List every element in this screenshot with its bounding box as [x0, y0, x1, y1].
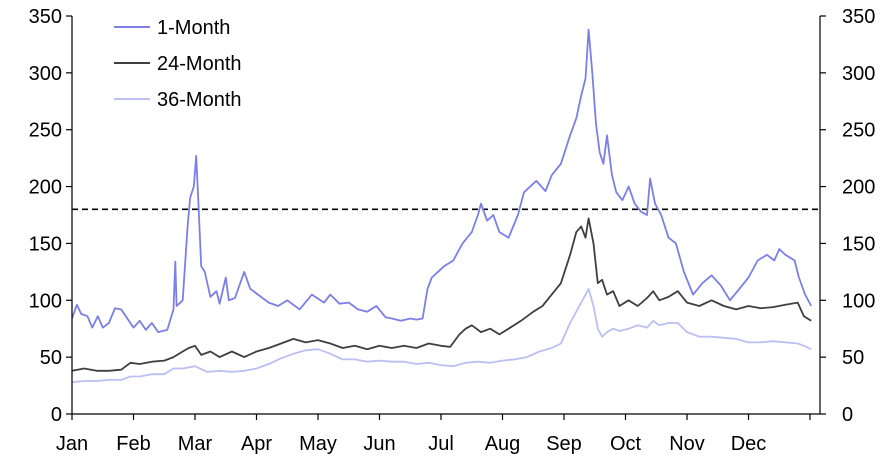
- series-line-36-month: [71, 288, 812, 384]
- x-tick-label-jan: Jan: [56, 433, 88, 455]
- x-tick-label-mar: Mar: [178, 433, 213, 455]
- axes-layer: 0 0 50 50 100 100 150 150 200 200 250 250 300 300 350 3…: [29, 6, 876, 455]
- y-tick-label-left: 300: [29, 63, 62, 85]
- y-tick-label-left: 350: [29, 6, 62, 28]
- x-tick-label-dec: Dec: [731, 433, 767, 455]
- y-tick-label-right: 200: [842, 177, 875, 199]
- y-tick-label-right: 350: [842, 6, 875, 28]
- legend-label-1-month: 1-Month: [157, 17, 230, 39]
- legend: 1-Month 24-Month 36-Month: [114, 17, 242, 111]
- y-tick-label-right: 0: [842, 404, 853, 426]
- x-tick-label-nov: Nov: [669, 433, 705, 455]
- x-tick-label-may: May: [299, 433, 337, 455]
- y-tick-label-right: 50: [842, 347, 864, 369]
- x-tick-label-jul: Jul: [428, 433, 454, 455]
- x-tick-label-oct: Oct: [610, 433, 642, 455]
- x-tick-label-apr: Apr: [241, 433, 272, 455]
- y-tick-label-left: 150: [29, 233, 62, 255]
- x-tick-label-aug: Aug: [485, 433, 521, 455]
- series-line-1-month: [71, 28, 812, 333]
- series-line-24-month: [71, 217, 812, 372]
- x-tick-label-sep: Sep: [546, 433, 582, 455]
- y-tick-label-right: 150: [842, 233, 875, 255]
- y-tick-label-right: 250: [842, 120, 875, 142]
- y-tick-label-left: 200: [29, 177, 62, 199]
- y-tick-label-right: 100: [842, 290, 875, 312]
- y-tick-label-left: 100: [29, 290, 62, 312]
- y-tick-label-left: 250: [29, 120, 62, 142]
- y-tick-label-left: 50: [40, 347, 62, 369]
- legend-label-36-month: 36-Month: [157, 89, 242, 111]
- series-layer: [71, 28, 812, 384]
- y-tick-label-right: 300: [842, 63, 875, 85]
- y-tick-label-left: 0: [51, 404, 62, 426]
- legend-label-24-month: 24-Month: [157, 53, 242, 75]
- x-tick-label-jun: Jun: [363, 433, 395, 455]
- x-tick-label-feb: Feb: [116, 433, 150, 455]
